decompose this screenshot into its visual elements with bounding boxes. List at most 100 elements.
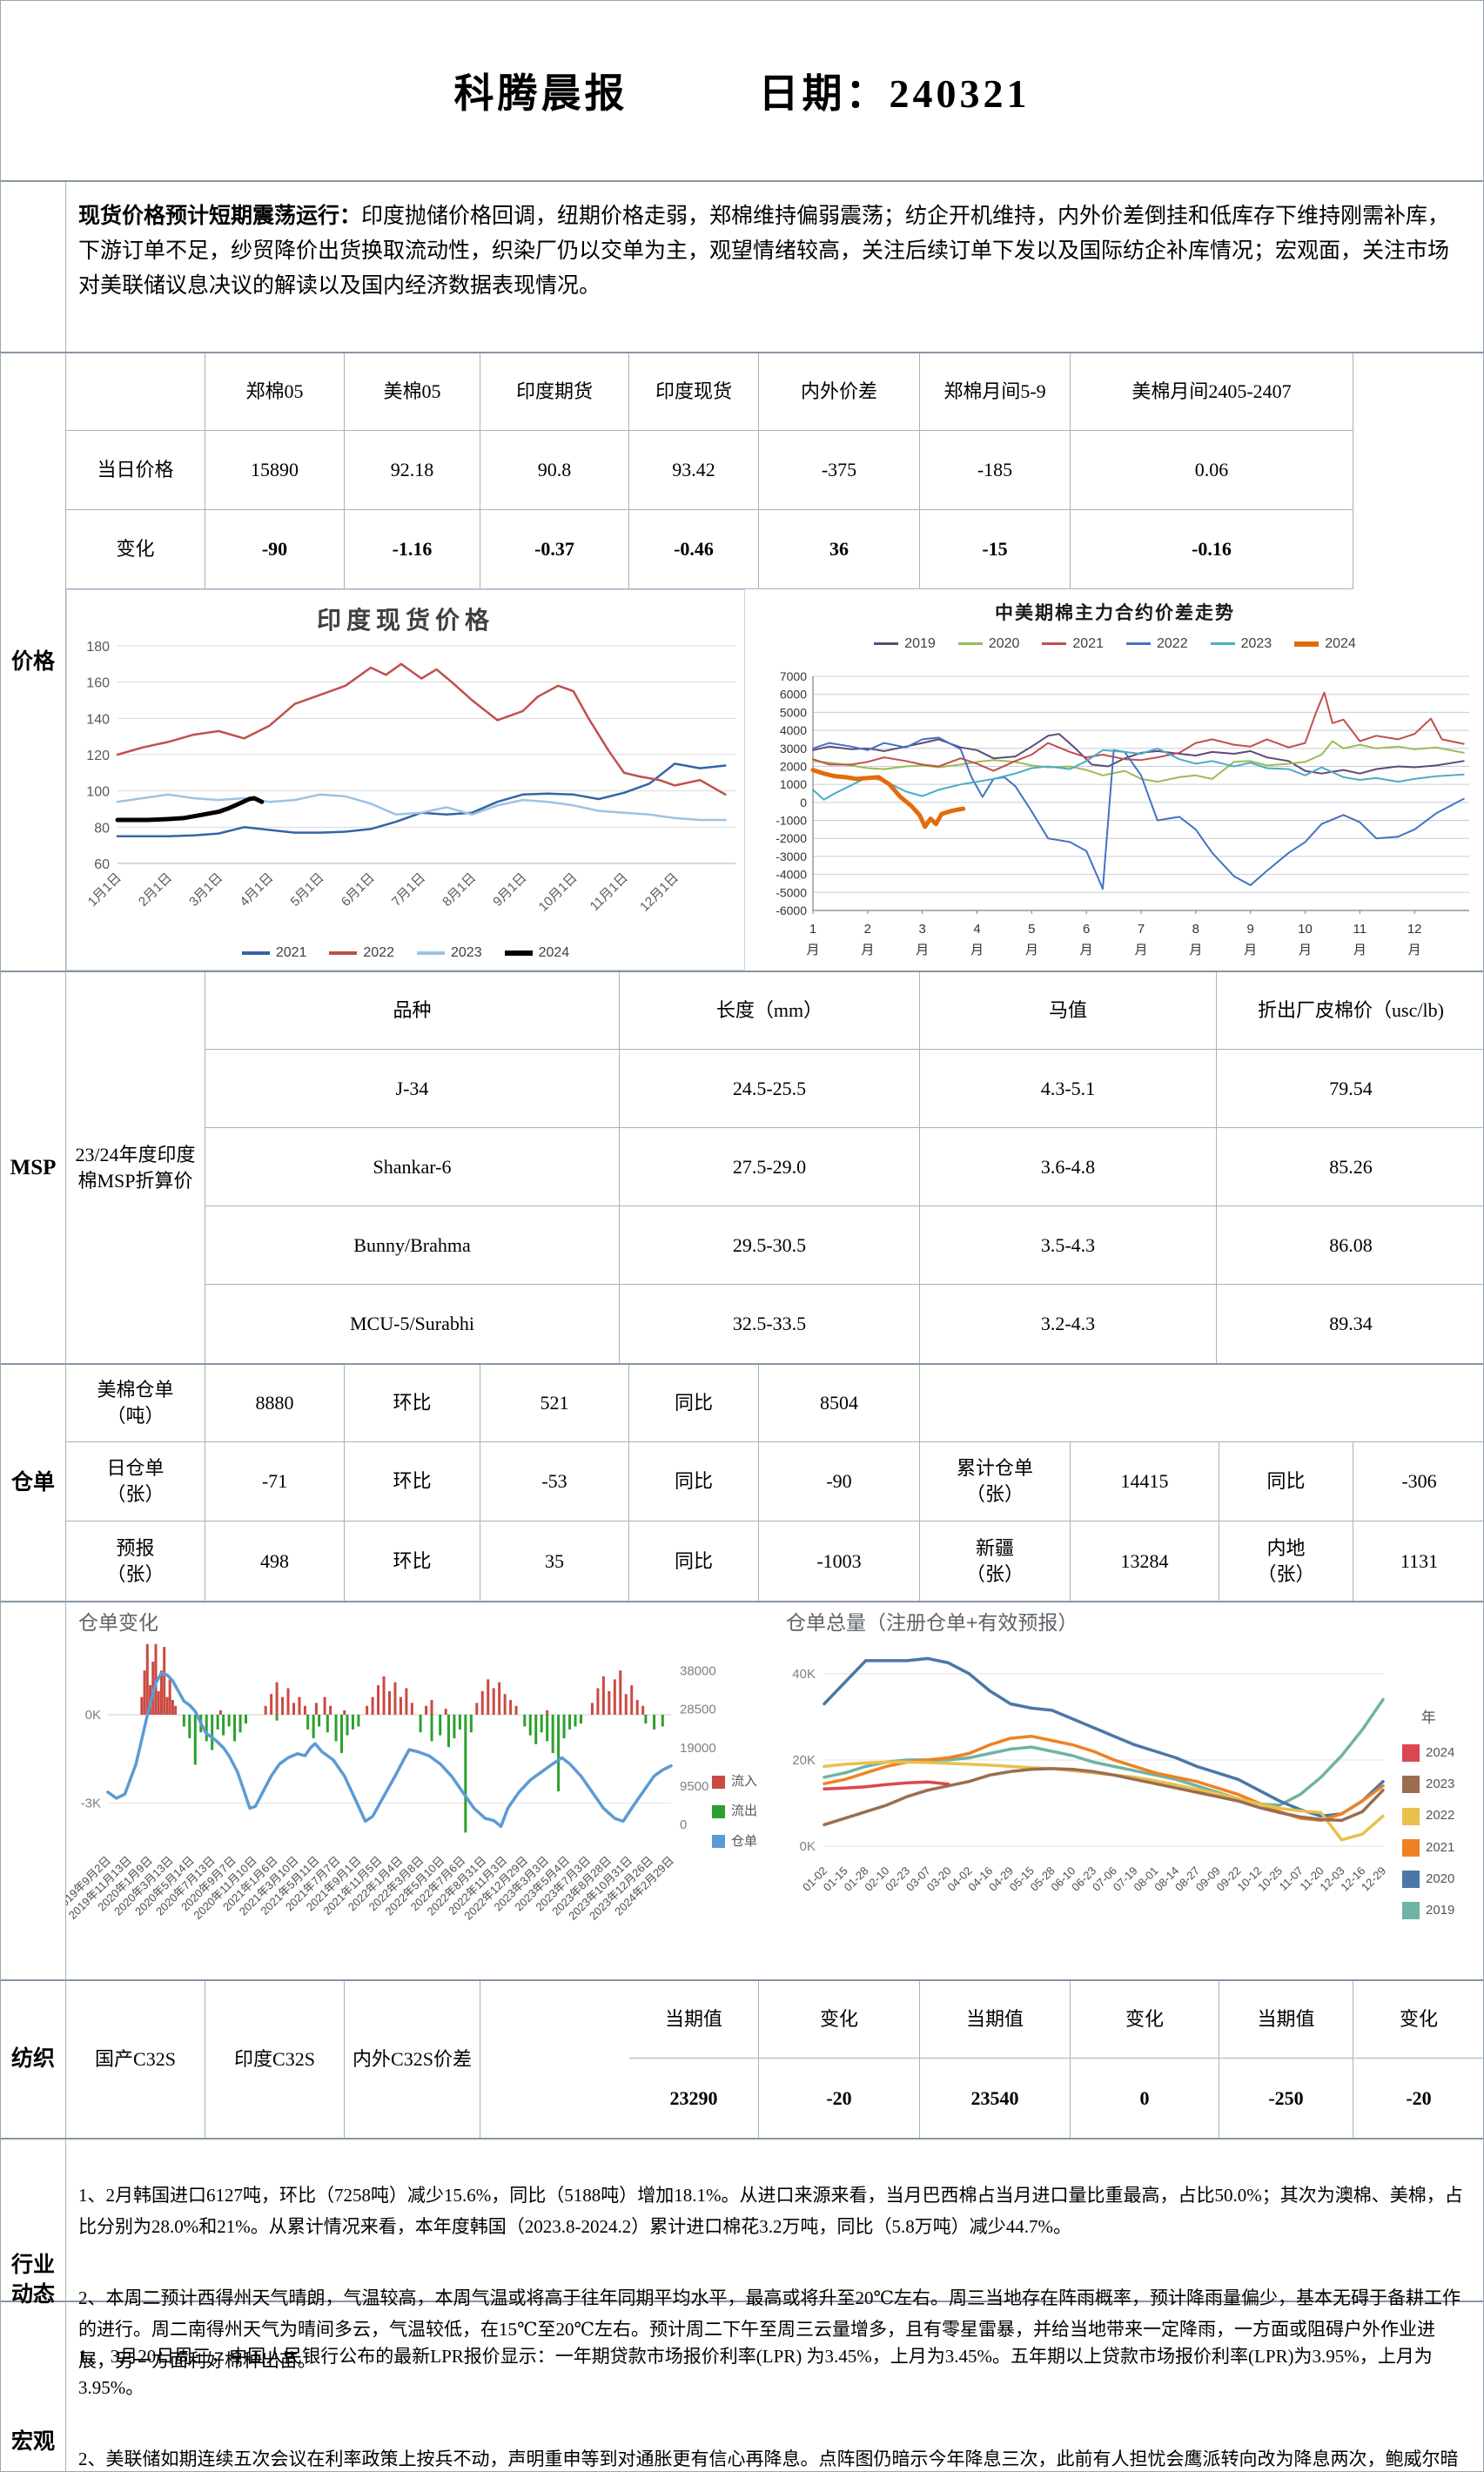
svg-text:月: 月 [1299, 943, 1312, 957]
industry-section: 行业动态 1、2月韩国进口6127吨，环比（7258吨）减少15.6%，同比（5… [1, 2138, 1483, 2422]
legend-label: 2024 [1426, 1744, 1455, 1760]
receipt-compare-label: 环比 [345, 1365, 480, 1442]
svg-text:7000: 7000 [780, 669, 807, 683]
chart-legend: 流入 流出 仓单 [712, 1773, 757, 1851]
svg-text:月: 月 [916, 943, 929, 957]
svg-text:40K: 40K [792, 1667, 816, 1682]
chart-title: 中美期棉主力合约价差走势 [995, 603, 1235, 623]
legend-label: 流入 [731, 1774, 758, 1789]
svg-text:140: 140 [86, 712, 110, 727]
svg-text:9: 9 [1246, 922, 1253, 937]
svg-text:0K: 0K [800, 1839, 816, 1854]
receipt-group-label: 累计仓单 （张） [920, 1442, 1071, 1521]
textile-group-label: 国产C32S [66, 1981, 205, 2138]
msp-mic: 4.3-5.1 [920, 1050, 1217, 1128]
legend-swatch [1402, 1902, 1420, 1920]
textile-value: -20 [1353, 2059, 1483, 2138]
msp-length: 24.5-25.5 [620, 1050, 920, 1128]
textile-value: 0 [1071, 2059, 1219, 2138]
price-col-header: 印度期货 [480, 353, 629, 431]
svg-text:2月1日: 2月1日 [136, 870, 175, 910]
chart-legend: 年 2024 2023 2022 2021 2020 2019 [1402, 1709, 1455, 1920]
msp-variety: Bunny/Brahma [205, 1206, 620, 1285]
svg-text:月: 月 [1080, 943, 1093, 957]
macro-text: 1、 3月20日周三，中国人民银行公布的最新LPR报价显示：一年期贷款市场报价利… [66, 2302, 1483, 2471]
svg-text:7月1日: 7月1日 [389, 870, 428, 910]
receipt-value: 521 [480, 1365, 629, 1442]
textile-value: -250 [1219, 2059, 1353, 2138]
legend-item: 2022 [1402, 1807, 1454, 1825]
price-value: -185 [920, 431, 1071, 510]
receipt-value: 13284 [1071, 1521, 1219, 1601]
msp-length: 29.5-30.5 [620, 1206, 920, 1285]
legend-item: 2022 [329, 944, 394, 963]
msp-mic: 3.6-4.8 [920, 1128, 1217, 1206]
price-row-label: 当日价格 [66, 431, 205, 510]
table-cell [66, 353, 205, 431]
receipts-section: 仓单 美棉仓单 （吨） 8880 环比 521 同比 8504 日仓单 （张） … [1, 1363, 1483, 1601]
section-label-industry: 行业动态 [1, 2139, 66, 2422]
receipt-value: 1131 [1400, 1549, 1439, 1572]
legend-item: 2024 [1294, 635, 1356, 654]
svg-text:4000: 4000 [780, 723, 807, 737]
svg-text:60: 60 [94, 857, 110, 872]
legend-swatch [712, 1775, 725, 1789]
legend-swatch [1402, 1744, 1420, 1763]
svg-text:4月1日: 4月1日 [237, 870, 276, 910]
legend-item: 仓单 [712, 1833, 757, 1851]
svg-text:10月1日: 10月1日 [536, 870, 581, 915]
textile-col-header: 当期值 [920, 1981, 1071, 2059]
legend-item: 2021 [1402, 1838, 1454, 1857]
summary-text: 现货价格预计短期震荡运行：印度抛储价格回调，纽期价格走弱，郑棉维持偏弱震荡；纺企… [66, 182, 1483, 352]
msp-col-header: 长度（mm） [620, 972, 920, 1050]
price-change: -15 [920, 510, 1071, 589]
svg-text:月: 月 [1244, 943, 1257, 957]
textile-value: -20 [759, 2059, 920, 2138]
svg-text:月: 月 [1353, 943, 1366, 957]
legend-swatch [1402, 1871, 1420, 1889]
receipt-value: -1003 [759, 1521, 920, 1601]
svg-text:月: 月 [1408, 943, 1421, 957]
svg-text:4: 4 [973, 922, 980, 937]
receipt-value: 14415 [1071, 1442, 1219, 1521]
msp-length: 27.5-29.0 [620, 1128, 920, 1206]
svg-text:月: 月 [1189, 943, 1202, 957]
legend-swatch [957, 642, 983, 646]
price-value: 15890 [205, 431, 345, 510]
price-charts-row: 印度现货价格 2021 2022 2023 2024 60 80 100 120 140 160… [66, 589, 1483, 971]
price-col-header: 内外价差 [759, 353, 920, 431]
receipt-charts-section: 仓单变化 流入 流出 仓单 0K -3K 38000 28500 19000 9500 0 201… [1, 1601, 1483, 1979]
svg-text:0K: 0K [85, 1708, 101, 1723]
textile-value: 23540 [920, 2059, 1071, 2138]
receipt-value: -71 [205, 1442, 345, 1521]
svg-text:5000: 5000 [780, 705, 807, 719]
svg-text:180: 180 [86, 640, 110, 655]
legend-item: 2023 [1210, 635, 1272, 654]
msp-price: 86.08 [1217, 1206, 1483, 1285]
chart-legend: 2019 2020 2021 2022 2023 2024 [745, 635, 1483, 654]
msp-section: MSP 23/24年度印度棉MSP折算价 品种 长度（mm） 马值 折出厂皮棉价… [1, 971, 1483, 1363]
svg-text:月: 月 [970, 943, 984, 957]
receipt-value: -306 [1353, 1442, 1483, 1521]
receipt-compare-label: 同比 [1219, 1442, 1353, 1521]
legend-label: 仓单 [731, 1833, 758, 1849]
legend-swatch [1126, 642, 1151, 646]
price-col-header: 美棉05 [345, 353, 480, 431]
legend-item: 2022 [1126, 635, 1188, 654]
receipt-compare-label: 环比 [345, 1521, 480, 1601]
industry-item: 2、本周二预计西得州天气晴朗，气温较高，本周气温或将高于往年同期平均水平，最高或… [78, 2287, 1460, 2371]
svg-text:100: 100 [86, 785, 110, 800]
summary-lead: 现货价格预计短期震荡运行： [78, 205, 362, 228]
legend-label: 2023 [1240, 636, 1272, 651]
textile-col-header: 当期值 [629, 1981, 759, 2059]
svg-text:12月1日: 12月1日 [637, 870, 682, 915]
svg-text:8: 8 [1192, 922, 1199, 937]
section-label-receipts: 仓单 [1, 1365, 66, 1601]
price-col-header: 印度现货 [629, 353, 759, 431]
legend-swatch [329, 951, 358, 955]
legend-label: 2020 [988, 636, 1020, 651]
price-change: -0.16 [1071, 510, 1353, 589]
legend-item: 2023 [417, 944, 482, 963]
svg-text:-3K: -3K [81, 1797, 101, 1811]
